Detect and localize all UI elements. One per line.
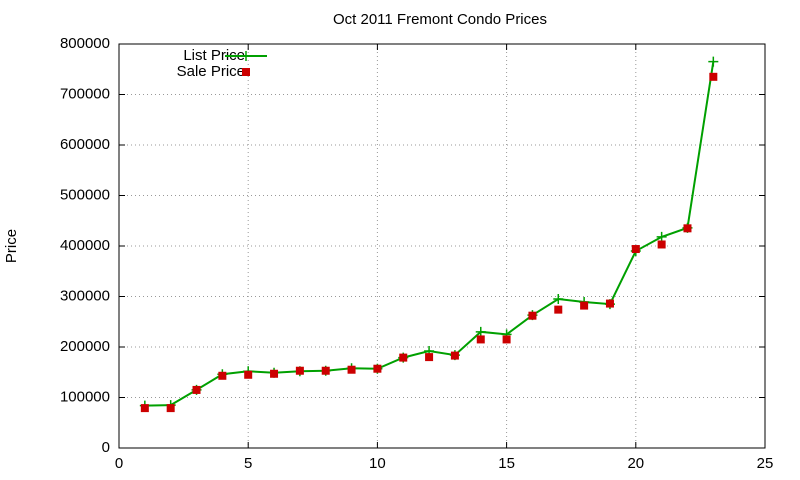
data-point [140, 404, 149, 413]
data-point [476, 335, 485, 344]
data-point [683, 224, 692, 233]
y-tick-label: 400000 [60, 237, 110, 254]
data-point [553, 294, 564, 305]
y-tick-label: 600000 [60, 136, 110, 153]
legend-marker [241, 51, 251, 61]
data-point [244, 370, 253, 379]
x-tick-label: 10 [369, 455, 386, 472]
data-point [321, 366, 330, 375]
data-point [708, 56, 719, 67]
y-tick-label: 700000 [60, 85, 110, 102]
data-point [295, 366, 304, 375]
x-tick-label: 20 [627, 455, 644, 472]
data-point [218, 371, 227, 380]
y-tick-label: 300000 [60, 287, 110, 304]
data-point [347, 365, 356, 374]
y-tick-label: 100000 [60, 388, 110, 405]
data-point [502, 335, 511, 344]
y-axis-label: Price [3, 229, 20, 263]
data-point [605, 299, 614, 308]
data-point [475, 326, 486, 337]
x-tick-label: 25 [757, 455, 774, 472]
y-tick-label: 200000 [60, 338, 110, 355]
data-point [425, 353, 434, 362]
data-point [166, 404, 175, 413]
x-tick-label: 5 [244, 455, 252, 472]
x-tick-label: 0 [115, 455, 123, 472]
y-tick-label: 0 [102, 439, 110, 456]
data-point [528, 311, 537, 320]
legend-label: Sale Price [177, 63, 245, 80]
data-point [399, 353, 408, 362]
data-point [631, 245, 640, 254]
legend-label: List Price [183, 47, 245, 64]
data-point [709, 72, 718, 81]
data-point [580, 301, 589, 310]
data-point [656, 231, 667, 242]
data-point [554, 305, 563, 314]
y-tick-label: 800000 [60, 35, 110, 52]
legend-marker [242, 68, 250, 76]
chart-title: Oct 2011 Fremont Condo Prices [333, 11, 547, 28]
data-point [657, 240, 666, 249]
data-point [450, 351, 459, 360]
y-tick-label: 500000 [60, 186, 110, 203]
data-point [373, 364, 382, 373]
x-tick-label: 15 [498, 455, 515, 472]
data-point [192, 385, 201, 394]
data-point [270, 369, 279, 378]
plot-frame [118, 43, 766, 449]
